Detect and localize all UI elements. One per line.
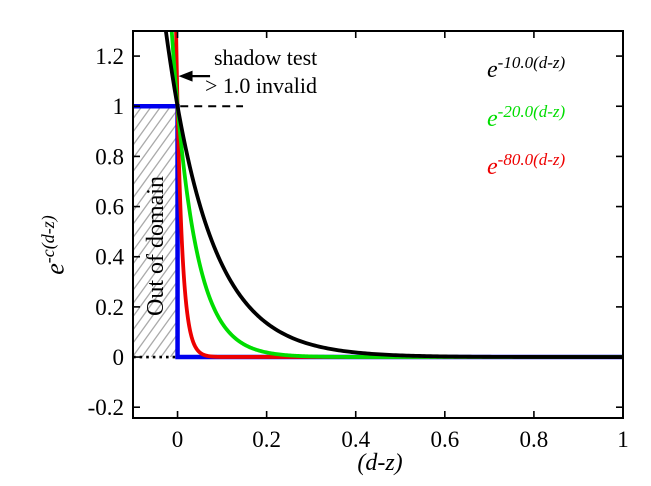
legend-exponent: -80.0(d-z) bbox=[497, 150, 566, 169]
y-tick-label: -0.2 bbox=[88, 395, 124, 420]
hatch-line bbox=[133, 214, 178, 279]
legend-base: e bbox=[487, 57, 498, 83]
hatch-line bbox=[133, 280, 178, 345]
red-curve bbox=[174, 30, 624, 359]
legend-item-exp80: e-80.0(d-z) bbox=[487, 150, 565, 181]
x-tick-label: 0.8 bbox=[520, 427, 549, 452]
green-curve bbox=[169, 30, 624, 359]
hatch-line bbox=[133, 200, 178, 265]
hatch-region bbox=[133, 106, 178, 358]
y-tick-label: 1.2 bbox=[95, 44, 124, 69]
annotation-line-1: shadow test bbox=[214, 45, 318, 70]
hatch-line bbox=[133, 266, 178, 331]
y-tick-label: 0.4 bbox=[95, 245, 124, 270]
hatch-line bbox=[133, 134, 178, 200]
shadow-test-annotation: shadow test > 1.0 invalid bbox=[205, 44, 317, 100]
y-tick-label: 0 bbox=[113, 345, 125, 370]
x-tick-label: 0.6 bbox=[430, 427, 459, 452]
arrow-head-icon bbox=[178, 70, 193, 82]
x-tick-label: 0.4 bbox=[341, 427, 370, 452]
hatch-line bbox=[133, 253, 178, 318]
y-tick-label: 0.6 bbox=[95, 195, 124, 220]
hatch-line bbox=[133, 227, 178, 292]
legend-exponent: -10.0(d-z) bbox=[497, 53, 566, 72]
y-tick-label: 0.8 bbox=[95, 144, 124, 169]
y-tick-label: 1 bbox=[113, 94, 125, 119]
legend-base: e bbox=[487, 106, 498, 132]
out-of-domain-label: Out of domain bbox=[143, 176, 169, 316]
x-axis-label: (d-z) bbox=[357, 450, 403, 476]
legend-base: e bbox=[487, 154, 498, 180]
hatch-line bbox=[133, 174, 178, 239]
hatch-line bbox=[133, 187, 178, 252]
x-tick-label: 0 bbox=[172, 427, 184, 452]
y-axis-label-exponent: -c(d-z) bbox=[38, 215, 58, 264]
legend-item-exp10: e-10.0(d-z) bbox=[487, 53, 565, 84]
annotation-line-2: > 1.0 invalid bbox=[205, 73, 318, 98]
hatch-line bbox=[133, 108, 178, 173]
y-tick-label: 0.2 bbox=[95, 295, 124, 320]
plot-border bbox=[132, 30, 624, 419]
legend-item-exp20: e-20.0(d-z) bbox=[487, 102, 565, 133]
hatch-line bbox=[141, 306, 178, 358]
hatch-line bbox=[133, 293, 178, 358]
black-curve bbox=[163, 30, 624, 359]
hatch-line bbox=[133, 121, 178, 186]
y-axis-label-base: e bbox=[40, 263, 70, 275]
legend-exponent: -20.0(d-z) bbox=[497, 102, 566, 121]
hatch-line bbox=[133, 106, 172, 160]
x-tick-label: 0.2 bbox=[252, 427, 281, 452]
hatch-line bbox=[133, 106, 153, 134]
x-tick-label: 1 bbox=[617, 427, 629, 452]
y-axis-label: e-c(d-z) bbox=[31, 160, 70, 330]
